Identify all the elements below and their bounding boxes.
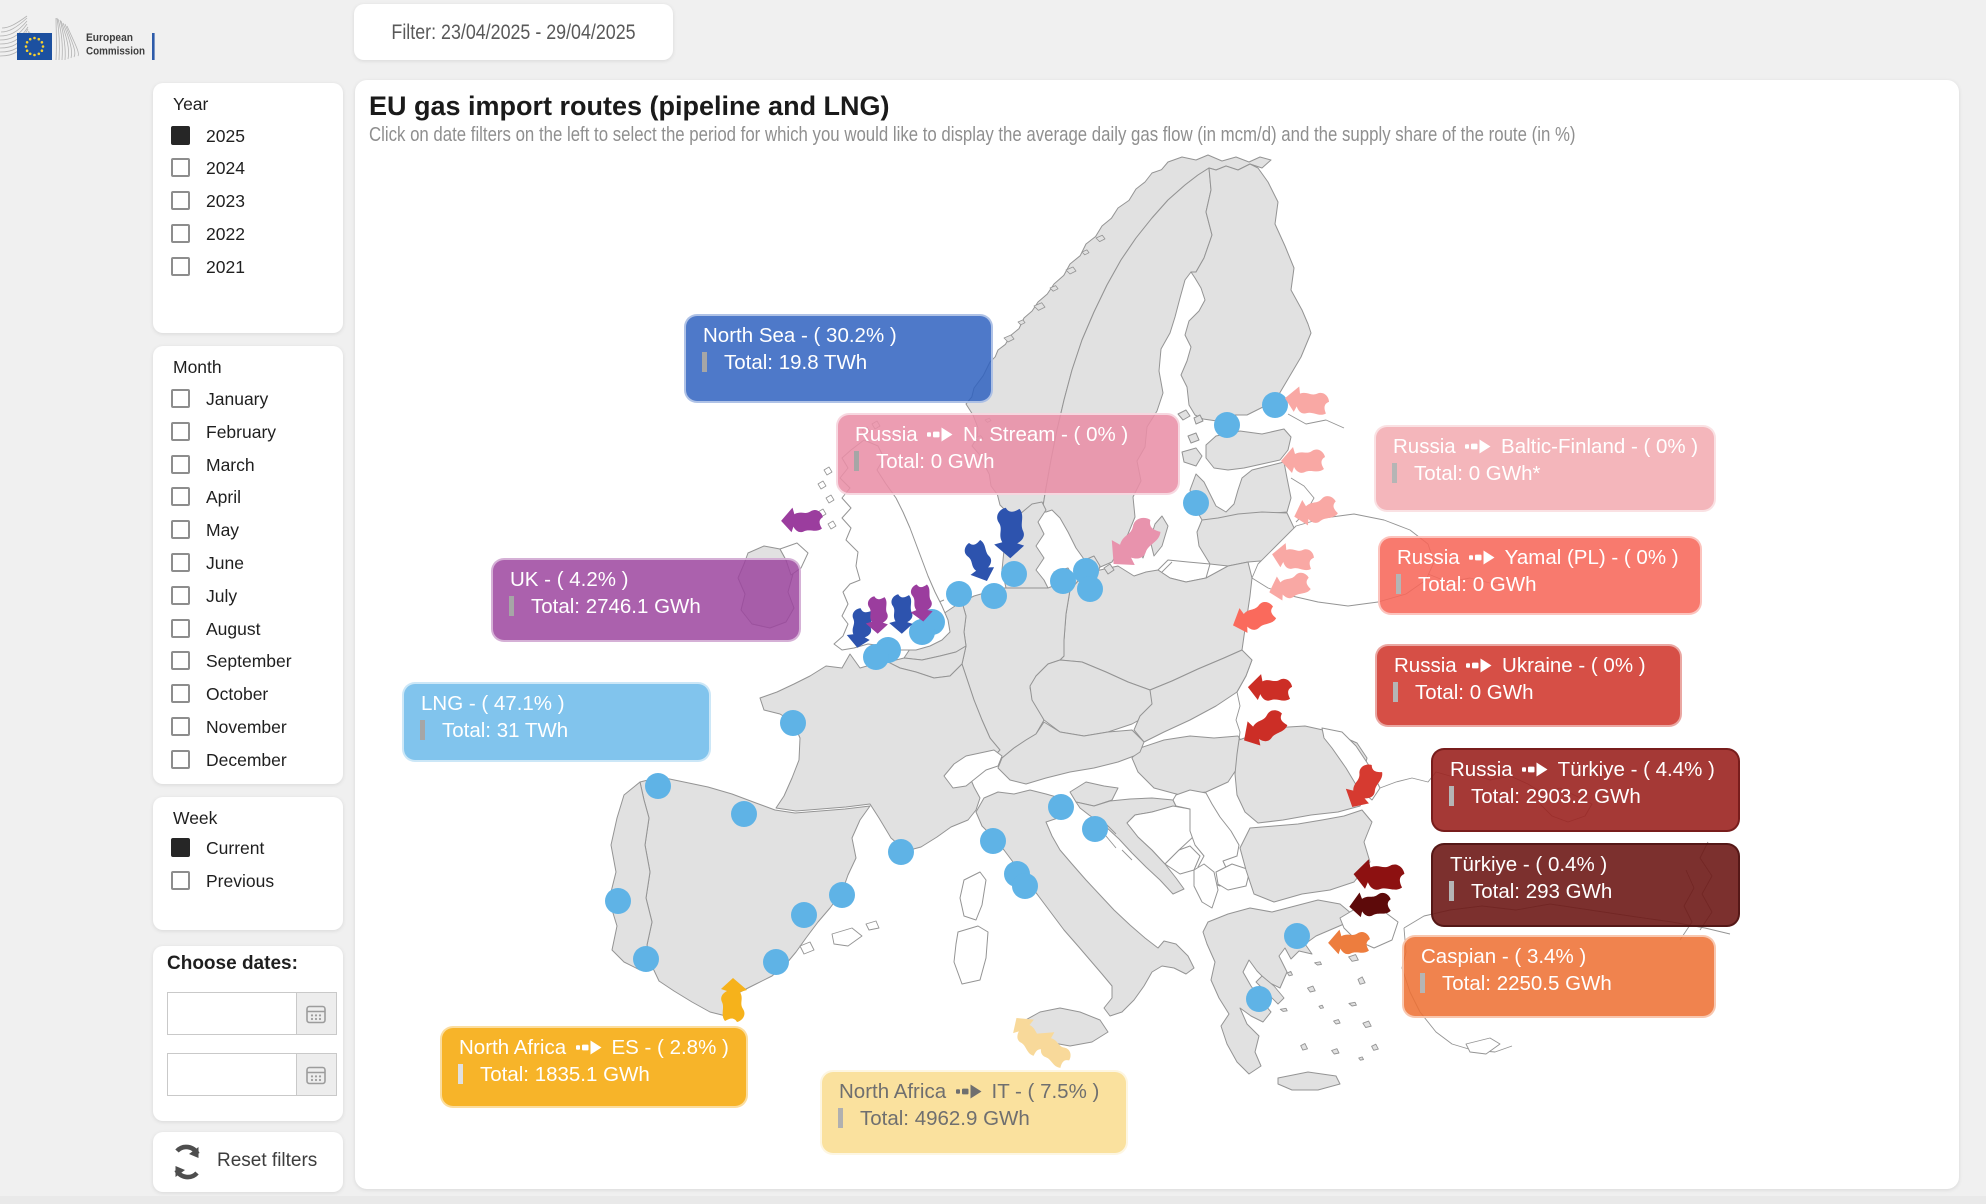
svg-text:Commission: Commission — [86, 46, 145, 58]
svg-text:European: European — [86, 32, 133, 44]
